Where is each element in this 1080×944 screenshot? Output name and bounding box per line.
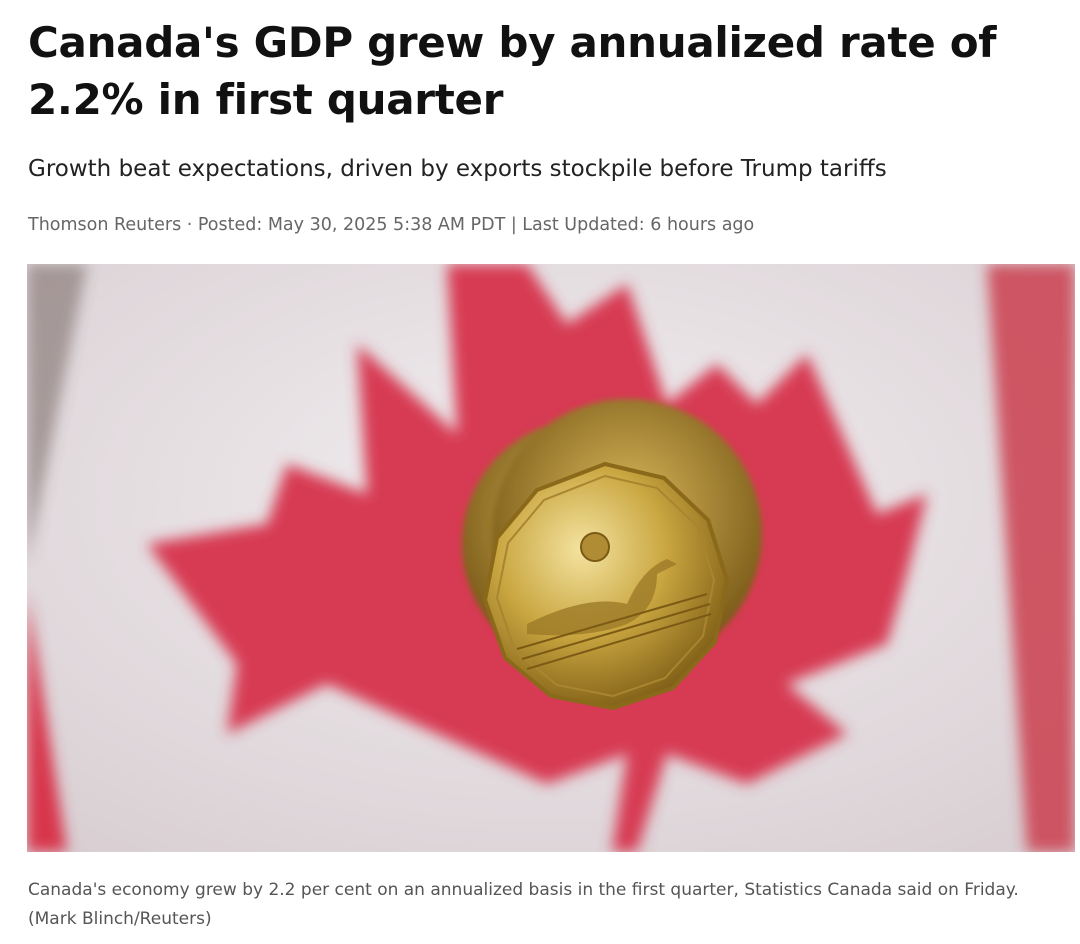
subtitle: Growth beat expectations, driven by expo… [28,156,887,182]
article-photo [27,264,1075,852]
headline: Canada's GDP grew by annualized rate of … [28,18,997,124]
photo-caption: Canada's economy grew by 2.2 per cent on… [28,880,1019,929]
byline: Thomson Reuters · Posted: May 30, 2025 5… [28,215,755,235]
